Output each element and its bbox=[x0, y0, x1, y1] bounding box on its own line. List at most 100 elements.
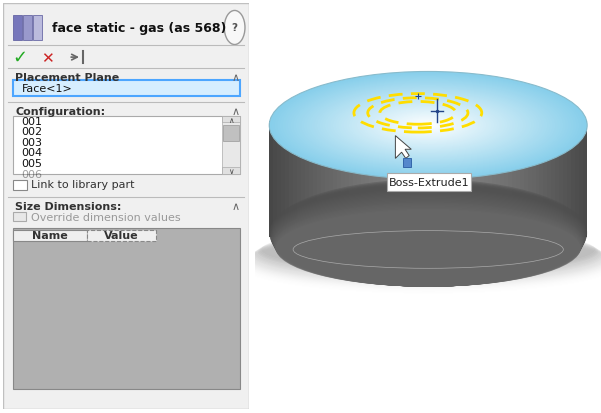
Bar bbox=[222, 126, 239, 142]
Ellipse shape bbox=[307, 85, 550, 167]
Text: ?: ? bbox=[231, 24, 237, 33]
Ellipse shape bbox=[352, 100, 505, 152]
Bar bbox=[285, 122, 289, 237]
Bar bbox=[567, 122, 572, 237]
Bar bbox=[460, 122, 464, 237]
Bar bbox=[392, 122, 397, 237]
Ellipse shape bbox=[272, 73, 585, 179]
Bar bbox=[313, 122, 317, 237]
Ellipse shape bbox=[275, 204, 582, 287]
Ellipse shape bbox=[375, 108, 481, 144]
Text: ∨: ∨ bbox=[228, 166, 234, 176]
Bar bbox=[349, 122, 353, 237]
FancyBboxPatch shape bbox=[387, 174, 471, 192]
Bar bbox=[87, 230, 156, 241]
Text: Face<1>: Face<1> bbox=[22, 84, 72, 94]
Bar bbox=[464, 122, 468, 237]
Ellipse shape bbox=[391, 114, 465, 138]
Ellipse shape bbox=[370, 106, 486, 146]
Ellipse shape bbox=[293, 80, 563, 172]
Ellipse shape bbox=[270, 186, 586, 287]
Ellipse shape bbox=[388, 113, 468, 140]
Ellipse shape bbox=[261, 229, 595, 271]
Ellipse shape bbox=[285, 227, 572, 256]
Ellipse shape bbox=[338, 95, 518, 157]
Bar bbox=[301, 122, 305, 237]
Ellipse shape bbox=[343, 97, 513, 154]
Bar bbox=[325, 122, 329, 237]
Bar bbox=[297, 122, 301, 237]
Bar bbox=[448, 122, 452, 237]
Text: 004: 004 bbox=[22, 148, 43, 158]
Ellipse shape bbox=[383, 111, 473, 141]
Text: Placement Plane: Placement Plane bbox=[16, 73, 120, 83]
Bar bbox=[424, 122, 428, 237]
Ellipse shape bbox=[280, 76, 576, 176]
Ellipse shape bbox=[309, 85, 548, 166]
FancyBboxPatch shape bbox=[13, 213, 26, 221]
Ellipse shape bbox=[325, 91, 531, 161]
Ellipse shape bbox=[273, 197, 584, 287]
Bar bbox=[560, 122, 563, 237]
Bar bbox=[412, 122, 416, 237]
Ellipse shape bbox=[317, 88, 540, 164]
Text: 003: 003 bbox=[22, 138, 43, 147]
Ellipse shape bbox=[378, 109, 478, 143]
Text: Value: Value bbox=[104, 230, 139, 241]
Ellipse shape bbox=[275, 74, 582, 178]
Bar bbox=[583, 122, 587, 237]
Bar bbox=[456, 122, 460, 237]
Bar bbox=[361, 122, 365, 237]
Text: 001: 001 bbox=[22, 116, 43, 126]
Bar bbox=[222, 116, 240, 123]
Bar bbox=[337, 122, 341, 237]
Ellipse shape bbox=[298, 82, 558, 170]
Ellipse shape bbox=[290, 79, 566, 173]
Bar bbox=[13, 16, 22, 41]
Bar bbox=[277, 122, 281, 237]
Ellipse shape bbox=[273, 195, 584, 287]
Ellipse shape bbox=[270, 182, 587, 287]
Ellipse shape bbox=[401, 117, 455, 135]
Bar bbox=[281, 122, 285, 237]
Bar bbox=[579, 122, 583, 237]
Ellipse shape bbox=[349, 99, 508, 153]
Ellipse shape bbox=[354, 101, 502, 151]
FancyBboxPatch shape bbox=[13, 116, 240, 174]
Ellipse shape bbox=[386, 112, 471, 140]
Ellipse shape bbox=[314, 88, 542, 164]
Ellipse shape bbox=[412, 121, 444, 131]
Bar bbox=[563, 122, 567, 237]
Bar bbox=[403, 159, 410, 167]
Bar bbox=[555, 122, 560, 237]
Bar bbox=[222, 116, 240, 174]
Ellipse shape bbox=[270, 183, 587, 287]
Bar bbox=[408, 122, 412, 237]
Bar bbox=[13, 229, 240, 389]
Bar bbox=[531, 122, 535, 237]
Polygon shape bbox=[395, 136, 411, 159]
Bar bbox=[333, 122, 337, 237]
Text: ∧: ∧ bbox=[232, 107, 240, 116]
Bar bbox=[345, 122, 349, 237]
Ellipse shape bbox=[415, 121, 442, 131]
Bar bbox=[432, 122, 436, 237]
Ellipse shape bbox=[333, 94, 523, 158]
Text: ∧: ∧ bbox=[232, 73, 240, 83]
Bar bbox=[420, 122, 424, 237]
Bar bbox=[385, 122, 388, 237]
Circle shape bbox=[224, 12, 245, 45]
Bar bbox=[523, 122, 528, 237]
Bar bbox=[365, 122, 368, 237]
Bar bbox=[496, 122, 500, 237]
Ellipse shape bbox=[304, 84, 553, 168]
Bar bbox=[305, 122, 309, 237]
Ellipse shape bbox=[367, 105, 489, 147]
Ellipse shape bbox=[285, 78, 572, 174]
Ellipse shape bbox=[272, 190, 585, 287]
Ellipse shape bbox=[258, 230, 599, 274]
Bar bbox=[436, 122, 440, 237]
Bar bbox=[428, 122, 432, 237]
Text: face static - gas (as 568): face static - gas (as 568) bbox=[52, 22, 227, 35]
Ellipse shape bbox=[270, 185, 586, 287]
